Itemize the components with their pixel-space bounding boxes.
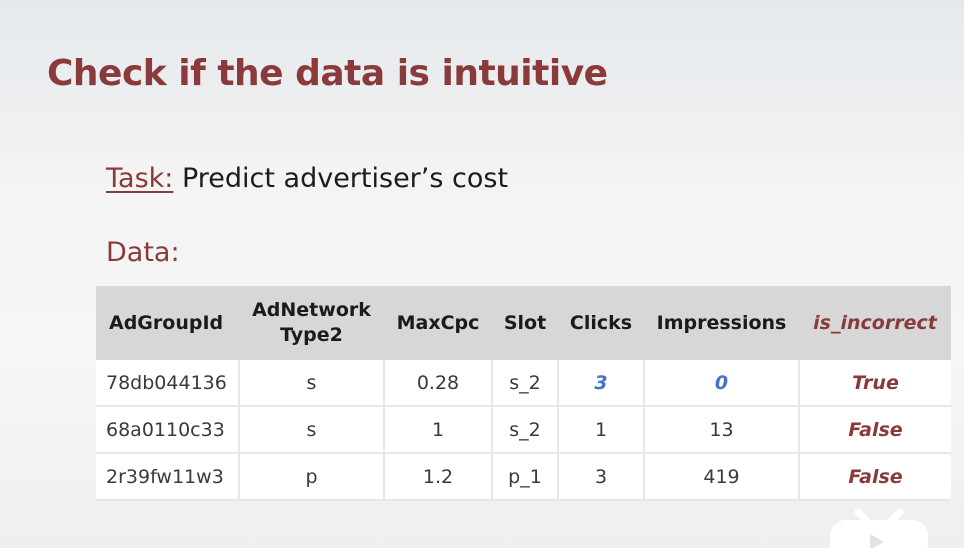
cell-is-incorrect: True [799, 360, 951, 407]
table-header-row: AdGroupId AdNetwork Type2 MaxCpc Slot Cl… [96, 286, 951, 360]
table-row: 68a0110c33 s 1 s_2 1 13 False [96, 406, 951, 454]
tv-logo-icon [830, 508, 928, 548]
col-header-is-incorrect: is_incorrect [799, 286, 951, 360]
col-header-adgroupid: AdGroupId [96, 286, 239, 360]
table-row: 78db044136 s 0.28 s_2 3 0 True [96, 360, 951, 407]
data-label: Data: [106, 237, 180, 268]
cell-impressions: 419 [644, 453, 800, 501]
cell-adnetworktype2: s [239, 360, 385, 407]
cell-clicks-highlighted: 3 [558, 360, 645, 407]
task-line: Task: Predict advertiser’s cost [106, 163, 508, 194]
cell-adgroupid: 78db044136 [96, 360, 240, 407]
cell-maxcpc: 1.2 [384, 453, 493, 501]
cell-is-incorrect: False [799, 453, 951, 501]
cell-slot: p_1 [492, 453, 559, 501]
col-header-impressions: Impressions [644, 286, 799, 360]
cell-adnetworktype2: p [239, 453, 385, 501]
cell-impressions-highlighted: 0 [644, 360, 800, 407]
cell-maxcpc: 1 [384, 406, 493, 454]
table-row: 2r39fw11w3 p 1.2 p_1 3 419 False [96, 453, 951, 501]
cell-adgroupid: 2r39fw11w3 [96, 453, 240, 501]
cell-clicks: 1 [558, 406, 645, 454]
task-label: Task: [106, 163, 174, 194]
col-header-clicks: Clicks [558, 286, 644, 360]
slide-title: Check if the data is intuitive [47, 53, 608, 94]
cell-slot: s_2 [492, 360, 559, 407]
header-band [0, 0, 964, 160]
cell-slot: s_2 [492, 406, 559, 454]
cell-adnetworktype2: s [239, 406, 385, 454]
col-header-slot: Slot [492, 286, 558, 360]
cell-impressions: 13 [644, 406, 800, 454]
data-table: AdGroupId AdNetwork Type2 MaxCpc Slot Cl… [96, 286, 951, 501]
col-header-adnetworktype2: AdNetwork Type2 [239, 286, 384, 360]
cell-maxcpc: 0.28 [384, 360, 493, 407]
col-header-adnetworktype2-label: AdNetwork Type2 [252, 299, 371, 346]
col-header-maxcpc: MaxCpc [384, 286, 492, 360]
task-text: Predict advertiser’s cost [173, 163, 509, 194]
cell-is-incorrect: False [799, 406, 951, 454]
cell-clicks: 3 [558, 453, 645, 501]
cell-adgroupid: 68a0110c33 [96, 406, 240, 454]
